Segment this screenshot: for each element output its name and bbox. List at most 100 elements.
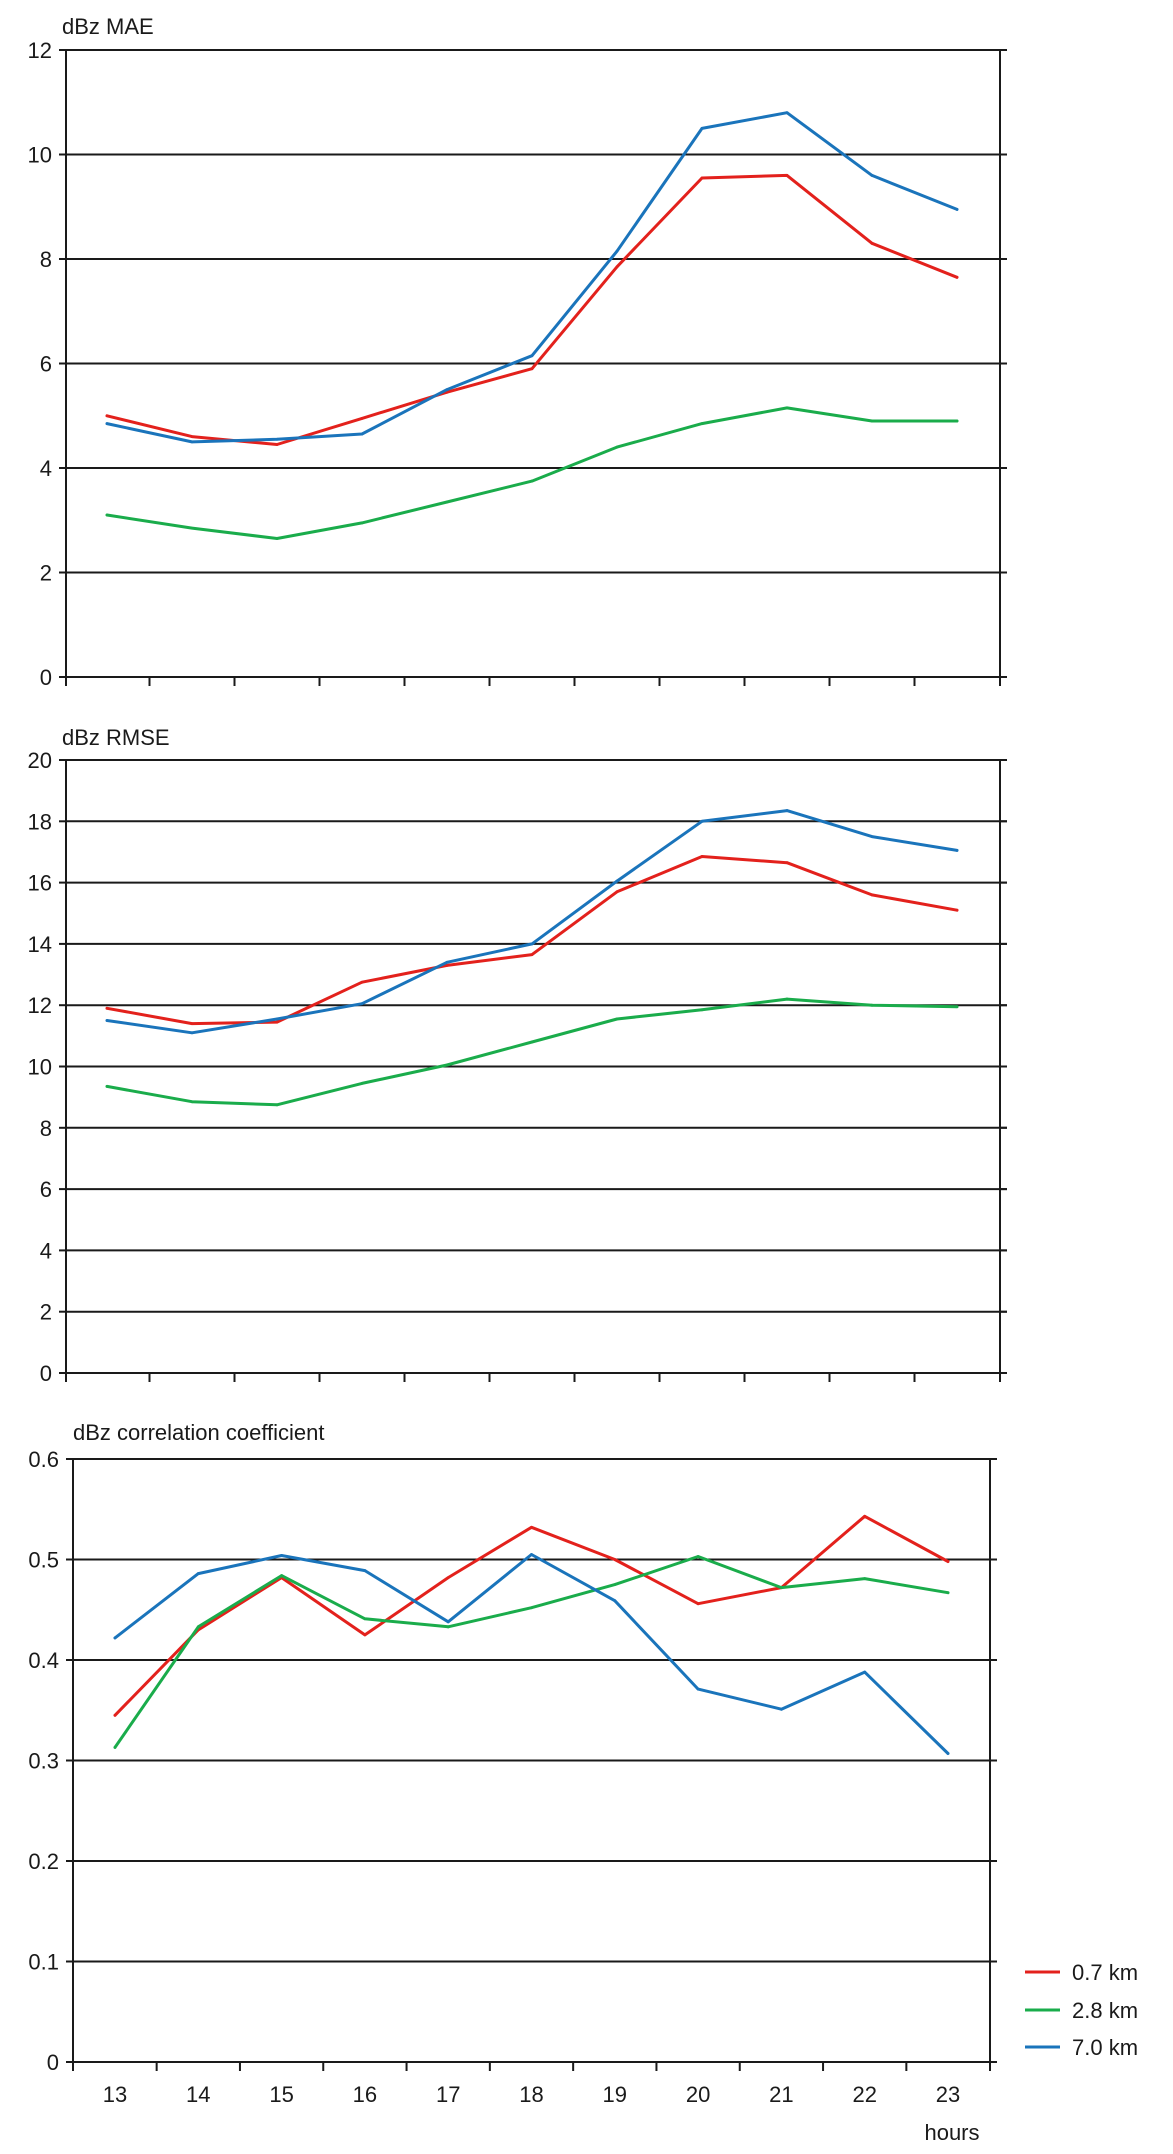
panel-correlation-ylabel: dBz correlation coefficient (73, 1420, 325, 1445)
mae-series-1-point (530, 479, 534, 483)
rmse-series-1-point (615, 1017, 619, 1021)
rmse-series-0-point (700, 855, 704, 858)
corr-series-1-point (613, 1583, 617, 1587)
mae-series-0-point (190, 435, 194, 439)
rmse-ytick-label: 18 (28, 809, 52, 834)
rmse-series-0-point (105, 1006, 109, 1010)
rmse-series-2-line (105, 809, 959, 1035)
mae-series-2-point (955, 207, 959, 211)
corr-series-2-point (863, 1670, 867, 1674)
rmse-series-2-point (955, 849, 959, 852)
mae-series-2-point (445, 388, 449, 392)
corr-series-1-point (863, 1577, 867, 1580)
corr-series-1-point (530, 1606, 533, 1610)
mae-series-0-line (105, 173, 959, 446)
mae-series-0-point (785, 174, 789, 177)
mae-series-2-point (105, 422, 109, 425)
rmse-series-0-line (105, 855, 959, 1026)
corr-ytick-label: 0 (47, 2050, 59, 2075)
rmse-series-2-point (700, 819, 704, 823)
rmse-series-2-point (785, 809, 789, 812)
corr-xtick-label: 15 (269, 2082, 293, 2107)
mae-series-1-point (190, 526, 194, 530)
corr-xtick-label: 13 (103, 2082, 127, 2107)
mae-series-0-point (530, 367, 534, 371)
rmse-series-1-point (955, 1005, 959, 1009)
mae-series-1-point (955, 419, 959, 423)
rmse-series-2-point (530, 942, 534, 946)
corr-xtick-label: 16 (353, 2082, 377, 2107)
mae-series-2-point (785, 111, 789, 115)
rmse-ytick-label: 0 (40, 1361, 52, 1386)
mae-ytick-label: 12 (28, 38, 52, 63)
mae-ytick-label: 8 (40, 247, 52, 272)
rmse-series-1-point (530, 1040, 534, 1044)
rmse-series-2-point (190, 1031, 194, 1035)
corr-series-0-point (113, 1713, 117, 1717)
mae-series-1-point (105, 513, 109, 517)
mae-ytick-label: 6 (40, 352, 52, 377)
legend: 0.7 km 2.8 km 7.0 km (1025, 1960, 1138, 2060)
mae-series-2-point (530, 354, 534, 358)
mae-series-1-point (360, 521, 364, 525)
rmse-series-2-point (445, 960, 449, 964)
corr-xtick-label: 20 (686, 2082, 710, 2107)
mae-ytick-label: 10 (28, 143, 52, 168)
rmse-series-2-point (870, 835, 874, 839)
corr-series-2-point (280, 1554, 283, 1557)
rmse-series-0-point (615, 890, 619, 894)
corr-series-2-point (696, 1687, 700, 1691)
rmse-series-0-point (785, 861, 789, 865)
rmse-series-0-point (360, 980, 364, 984)
legend-label-2: 7.0 km (1072, 2035, 1138, 2060)
rmse-series-0-point (445, 963, 449, 967)
mae-series-2-line (105, 111, 959, 444)
rmse-series-1-point (275, 1103, 279, 1107)
mae-series-1-point (870, 419, 874, 423)
mae-series-1-line (105, 406, 959, 540)
rmse-ytick-label: 2 (40, 1300, 52, 1325)
rmse-series-1-point (360, 1081, 364, 1085)
rmse-ytick-label: 6 (40, 1177, 52, 1202)
corr-series-0-point (446, 1576, 450, 1579)
rmse-series-0-point (955, 908, 959, 912)
legend-label-1: 2.8 km (1072, 1998, 1138, 2023)
mae-series-2-point (190, 440, 194, 444)
corr-series-2-point (613, 1599, 617, 1603)
mae-series-1-point (275, 537, 279, 540)
rmse-ytick-label: 12 (28, 993, 52, 1018)
corr-xtick-label: 18 (519, 2082, 543, 2107)
corr-series-1-point (280, 1574, 283, 1577)
panel-mae-ylabel: dBz MAE (62, 14, 154, 39)
rmse-series-2-point (275, 1017, 279, 1021)
rmse-ytick-label: 14 (28, 932, 52, 957)
panel-rmse: dBz RMSE 0 2 4 6 8 10 12 14 16 18 20 (28, 725, 1007, 1386)
rmse-ytick-label: 10 (28, 1055, 52, 1080)
mae-series-0-point (105, 414, 109, 418)
corr-series-1-point (363, 1617, 367, 1621)
rmse-series-1-point (785, 997, 789, 1001)
mae-series-1-point (445, 500, 449, 504)
mae-series-0-point (615, 265, 619, 269)
rmse-ytick-label: 20 (28, 748, 52, 773)
mae-series-0-point (700, 176, 704, 180)
rmse-series-1-point (700, 1008, 704, 1012)
corr-series-2-point (946, 1752, 950, 1755)
corr-series-1-point (113, 1746, 117, 1749)
corr-series-1-point (780, 1586, 783, 1590)
rmse-series-2-point (615, 879, 619, 883)
rmse-series-2-point (105, 1019, 109, 1022)
rmse-series-1-point (870, 1003, 874, 1007)
rmse-series-0-point (870, 893, 874, 897)
corr-series-1-point (946, 1591, 950, 1595)
mae-series-1-point (615, 445, 619, 449)
mae-series-0-point (870, 241, 874, 245)
corr-series-2-point (363, 1569, 367, 1572)
rmse-series-1-point (105, 1085, 109, 1088)
corr-series-0-point (613, 1558, 617, 1561)
panel-correlation: dBz correlation coefficient 0 0.1 0.2 0.3 0.… (28, 1420, 997, 2107)
corr-series-2-point (446, 1620, 450, 1624)
corr-xtick-label: 19 (603, 2082, 627, 2107)
corr-series-2-point (780, 1707, 783, 1711)
mae-series-0-point (360, 416, 364, 420)
